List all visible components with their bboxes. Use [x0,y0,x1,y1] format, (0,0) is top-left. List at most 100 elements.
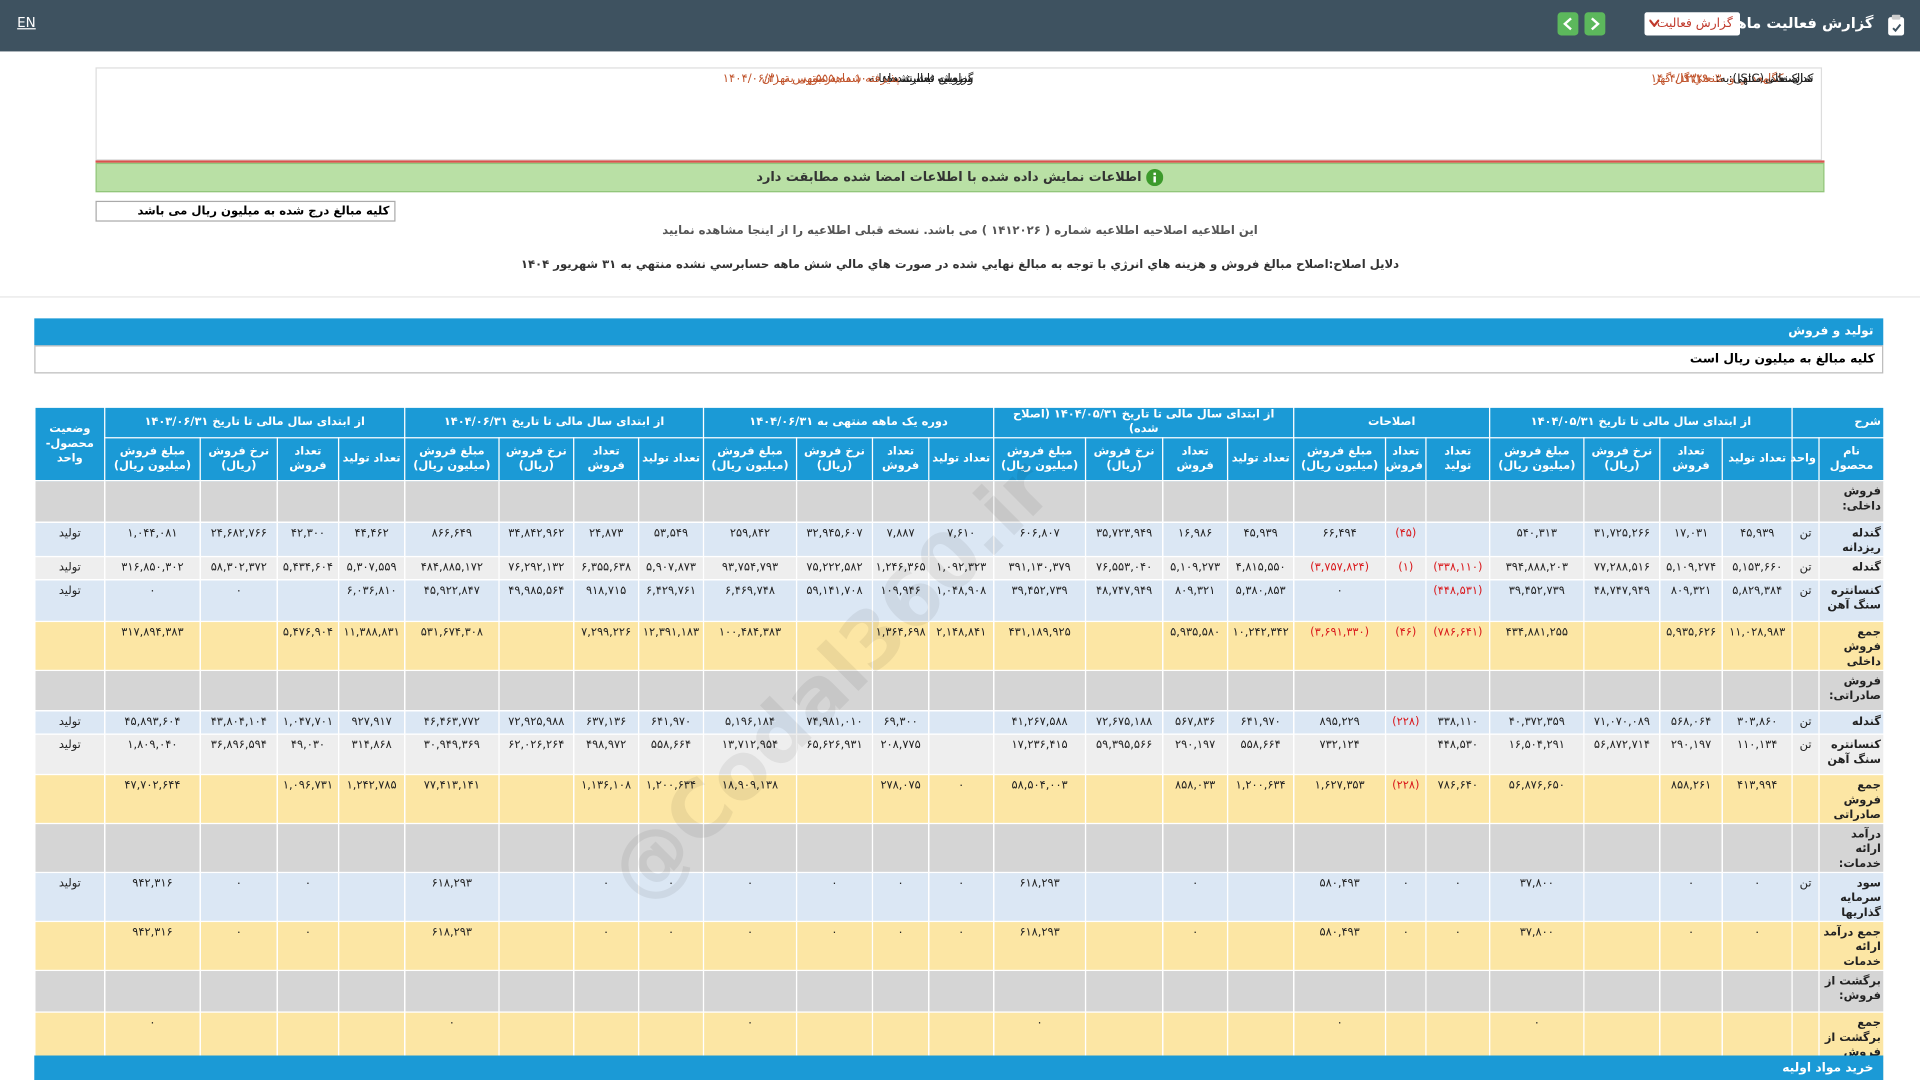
table-cell: ۱۰,۲۴۲,۳۴۲ [1226,620,1295,672]
table-cell: ۰ [928,920,995,972]
correction-notice: این اطلاعیه اصلاحیه اطلاعیه شماره ( ۱۴۱۲… [0,224,1920,237]
table-cell [1425,669,1491,712]
table-cell [1226,1011,1295,1062]
table-row: سود سرمایه گذاریها تن ۰ ۰ ۳۷,۸۰۰ ۰ ۰ ۵۸۰,۴۹۳ ۰ ۶۱… [34,871,1885,923]
table-cell: ۵,۴۷۶,۹۰۴ [276,620,340,672]
table-cell [276,579,340,623]
info-value: کگل [1762,72,1784,86]
table-cell: ۰ [104,1011,201,1062]
language-switch[interactable]: EN [17,14,36,31]
table-cell [498,920,575,972]
column-header: نام محصول [1818,437,1885,482]
table-cell: ۳۷,۸۰۰ [1489,920,1585,972]
table-cell [1791,669,1820,712]
table-cell [928,969,995,1013]
dropdown-label: گزارش فعالیت [1656,17,1733,31]
info-label: گزارش فعالیت ماهانه [868,72,974,86]
table-cell: ۳۱۴,۸۶۸ [337,733,406,776]
table-cell: ۷۲,۹۲۵,۹۸۸ [498,710,575,735]
table-cell [1084,620,1164,672]
table-cell: (۳,۶۹۱,۳۳۰) [1293,620,1387,672]
table-cell [104,822,201,874]
table-head: شرح از ابتدای سال مالی تا تاریخ ۱۴۰۴/۰۵/۳… [34,406,1885,482]
table-cell: ۱,۳۶۴,۶۹۸ [871,620,930,672]
row-label: گندله ریزدانه [1818,521,1885,558]
table-cell [637,669,705,712]
table-cell [993,969,1087,1013]
table-cell: ۱,۲۴۲,۷۸۵ [337,773,406,825]
table-cell: ۱۷,۰۳۱ [1659,521,1723,558]
table-cell [993,669,1087,712]
column-header: نرخ فروش (ریال) [1084,437,1164,482]
table-cell: ۵۳۱,۶۷۴,۳۰۸ [404,620,500,672]
table-cell: ۳۰,۹۴۹,۳۶۹ [404,733,500,776]
previous-button[interactable] [1557,12,1579,36]
table-cell: ۷۱,۰۷۰,۰۸۹ [1583,710,1661,735]
table-cell [1791,620,1820,672]
table-cell [34,969,106,1013]
table-cell: ۰ [1384,920,1427,972]
table-cell [1659,969,1723,1013]
top-bar: EN گزارش فعالیت ماهانه گزارش فعالیت [0,0,1920,52]
column-header: تعداد تولید [1721,437,1793,482]
table-cell [573,822,640,874]
table-cell [1293,669,1387,712]
next-button[interactable] [1584,12,1606,36]
table-cell: ۱,۶۲۷,۳۵۳ [1293,773,1387,825]
table-row: برگشت از فروش: [34,969,1885,1013]
table-cell [573,1011,640,1062]
table-cell: ۱۲,۳۹۱,۱۸۳ [637,620,705,672]
info-label: وضعیت ناشر: [906,72,974,86]
group-header: اصلاحات [1293,406,1491,439]
table-cell [1425,479,1491,523]
table-cell [34,773,106,825]
info-cell: سرمایه ثبت نشده: ۰ [869,69,973,91]
table-cell [1583,479,1661,523]
table-cell: ۱,۰۹۶,۷۳۱ [276,773,340,825]
table-cell: ۵۶,۸۷۶,۶۵۰ [1489,773,1585,825]
table-cell: ۹۳,۷۵۴,۷۹۳ [702,555,798,581]
column-header: تعداد تولید [928,437,995,482]
previous-version-link[interactable]: اینجا [747,224,774,238]
table-cell: ۰ [871,871,930,923]
table-cell: ۲۹۰,۱۹۷ [1162,733,1229,776]
report-icon [1888,14,1905,36]
table-cell [1384,822,1427,874]
info-value: ۵۵۵,۰۰۰,۰۰۰ [815,72,880,86]
table-cell [1489,669,1585,712]
table-cell: ۱۸,۹۰۹,۱۳۸ [702,773,798,825]
column-header: مبلغ فروش (میلیون ریال) [404,437,500,482]
table-cell: ۰ [276,871,340,923]
table-cell [795,479,874,523]
table-cell: ۱,۰۴۴,۰۸۱ [104,521,201,558]
report-type-dropdown[interactable]: گزارش فعالیت [1644,12,1740,36]
table-cell: ۴۵,۹۲۲,۸۴۷ [404,579,500,623]
table-cell [871,669,930,712]
table-cell: تن [1791,555,1820,581]
table-cell [1084,773,1164,825]
table-cell: ۷۶,۵۵۳,۰۴۰ [1084,555,1164,581]
row-label: سود سرمایه گذاریها [1818,871,1885,923]
table-cell: ۴۴,۴۶۲ [337,521,406,558]
info-cell: سال مالی منتهی به: ۱۴۰۴/۱۲/۲۹ [1651,69,1814,91]
table-cell: ۹۱۸,۷۱۵ [573,579,640,623]
table-cell: ۴۹۸,۹۷۲ [573,733,640,776]
table-cell: (۳,۷۵۷,۸۲۴) [1293,555,1387,581]
column-header: مبلغ فروش (میلیون ریال) [1489,437,1585,482]
table-cell: ۳۹۱,۱۳۰,۳۷۹ [993,555,1087,581]
table-cell: ۰ [1162,920,1229,972]
table-cell [1489,822,1585,874]
table-cell [1226,969,1295,1013]
table-cell [1084,871,1164,923]
table-cell [928,479,995,523]
table-cell: ۳۳۸,۱۱۰ [1425,710,1491,735]
table-cell: (۲۲۸) [1384,710,1427,735]
table-cell [1659,822,1723,874]
table-cell: ۴۰,۳۷۲,۳۵۹ [1489,710,1585,735]
table-cell: ۵,۳۸۰,۸۵۳ [1226,579,1295,623]
column-header: نرخ فروش (ریال) [498,437,575,482]
table-cell [337,1011,406,1062]
row-label: جمع فروش داخلی [1818,620,1885,672]
table-cell: ۳۷,۸۰۰ [1489,871,1585,923]
